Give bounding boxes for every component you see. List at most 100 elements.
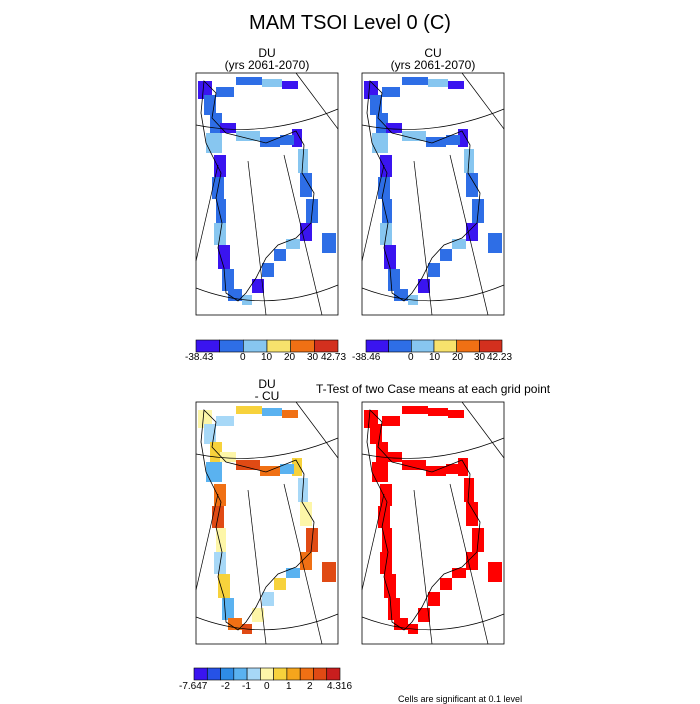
grid-cell xyxy=(252,608,264,622)
grid-cell xyxy=(274,578,286,590)
coastline xyxy=(200,80,315,302)
cb-du-label-0: -38.43 xyxy=(185,352,214,363)
grid-cell xyxy=(300,502,312,526)
graticule xyxy=(361,401,505,645)
colorbar-swatch xyxy=(299,667,314,681)
grid-cell xyxy=(280,464,294,474)
grid-cell xyxy=(388,598,400,620)
panel-diff-title: DU - CU xyxy=(196,378,338,402)
colorbar-du xyxy=(195,339,339,353)
panel-du-name: DU xyxy=(258,46,276,60)
colorbar-swatch xyxy=(433,339,457,353)
grid-cell xyxy=(382,416,400,426)
grid-cell xyxy=(214,155,226,177)
grid-cell xyxy=(384,245,396,269)
grid-cell xyxy=(372,462,388,482)
colorbar-swatch xyxy=(411,339,435,353)
grid-cell xyxy=(286,239,300,249)
grid-cell xyxy=(274,249,286,261)
cb-du-label-5: 42.73 xyxy=(321,352,347,363)
colorbar-swatch xyxy=(326,667,341,681)
map-cu xyxy=(361,72,505,316)
grid-cell xyxy=(428,408,448,416)
grid-cell xyxy=(216,416,234,426)
map-ttest xyxy=(361,401,505,645)
grid-cell xyxy=(218,574,230,598)
grid-cell xyxy=(428,79,448,87)
grid-cell xyxy=(236,406,262,414)
grid-cell xyxy=(236,77,262,85)
cb-du-label-4: 30 xyxy=(307,352,319,363)
grid-cell xyxy=(440,249,452,261)
grid-cell xyxy=(488,233,502,253)
grid-cell xyxy=(380,484,392,506)
grid-cell xyxy=(440,578,452,590)
cb-cu-label-2: 10 xyxy=(429,352,441,363)
grid-cell xyxy=(222,269,234,291)
grid-cell xyxy=(466,502,478,526)
grid-cell xyxy=(262,592,274,606)
map-du xyxy=(195,72,339,316)
coastline xyxy=(200,409,315,631)
colorbar-swatch xyxy=(195,339,220,353)
cb-du-label-1: 0 xyxy=(240,352,246,363)
panel-du-title: DU (yrs 2061-2070) xyxy=(196,47,338,71)
colorbar-diff xyxy=(193,667,341,681)
grid-cell xyxy=(488,562,502,582)
footnote: Cells are significant at 0.1 level xyxy=(398,694,523,704)
grid-cell xyxy=(262,79,282,87)
grid-cell xyxy=(384,574,396,598)
cb-diff-label-2: -1 xyxy=(242,681,251,692)
grid-cell xyxy=(458,129,468,147)
grid-cell xyxy=(426,137,446,147)
grid-cell xyxy=(260,466,280,476)
cb-diff-label-4: 1 xyxy=(286,681,292,692)
colorbar-swatch xyxy=(314,339,339,353)
grid-cell xyxy=(260,137,280,147)
grid-cell xyxy=(452,568,466,578)
colorbar-swatch xyxy=(365,339,389,353)
cb-du-label-2: 10 xyxy=(261,352,273,363)
grid-cell xyxy=(446,135,460,145)
panel-du-years: (yrs 2061-2070) xyxy=(224,58,310,72)
grid-cell xyxy=(280,135,294,145)
grid-cell xyxy=(322,562,336,582)
panel-diff-name: DU xyxy=(258,377,276,391)
grid-cell xyxy=(418,279,430,293)
grid-cell xyxy=(236,460,260,470)
grid-cell xyxy=(418,608,430,622)
grid-cell xyxy=(402,131,426,141)
map-diff xyxy=(195,401,339,645)
cb-du-label-3: 20 xyxy=(284,352,296,363)
grid-cell xyxy=(292,129,302,147)
panel-cu-name: CU xyxy=(424,46,442,60)
grid-cell xyxy=(262,408,282,416)
graticule xyxy=(361,72,505,316)
grid-cell xyxy=(448,410,464,418)
cb-diff-label-6: 4.316 xyxy=(327,681,353,692)
grid-cell xyxy=(206,462,222,482)
colorbar-swatch xyxy=(388,339,412,353)
cb-diff-label-1: -2 xyxy=(221,681,230,692)
cb-cu-label-3: 20 xyxy=(452,352,464,363)
grid-cell xyxy=(236,131,260,141)
colorbar-swatch xyxy=(193,667,208,681)
colorbar-swatch xyxy=(233,667,248,681)
cb-diff-label-0: -7.647 xyxy=(179,681,208,692)
panel-cu-years: (yrs 2061-2070) xyxy=(390,58,476,72)
colorbar-swatch xyxy=(273,667,288,681)
colorbar-swatch xyxy=(479,339,503,353)
colorbar-swatch xyxy=(266,339,291,353)
grid-cell xyxy=(386,452,402,462)
grid-cell xyxy=(220,123,236,133)
grid-cell xyxy=(402,77,428,85)
colorbar-swatch xyxy=(219,339,244,353)
grid-cell xyxy=(252,279,264,293)
grid-cell xyxy=(448,81,464,89)
grid-cell xyxy=(216,199,226,223)
grid-cell xyxy=(300,173,312,197)
grid-cell xyxy=(386,123,402,133)
figure-title: MAM TSOI Level 0 (C) xyxy=(249,12,451,34)
grid-cell xyxy=(402,460,426,470)
grid-cell xyxy=(282,81,298,89)
